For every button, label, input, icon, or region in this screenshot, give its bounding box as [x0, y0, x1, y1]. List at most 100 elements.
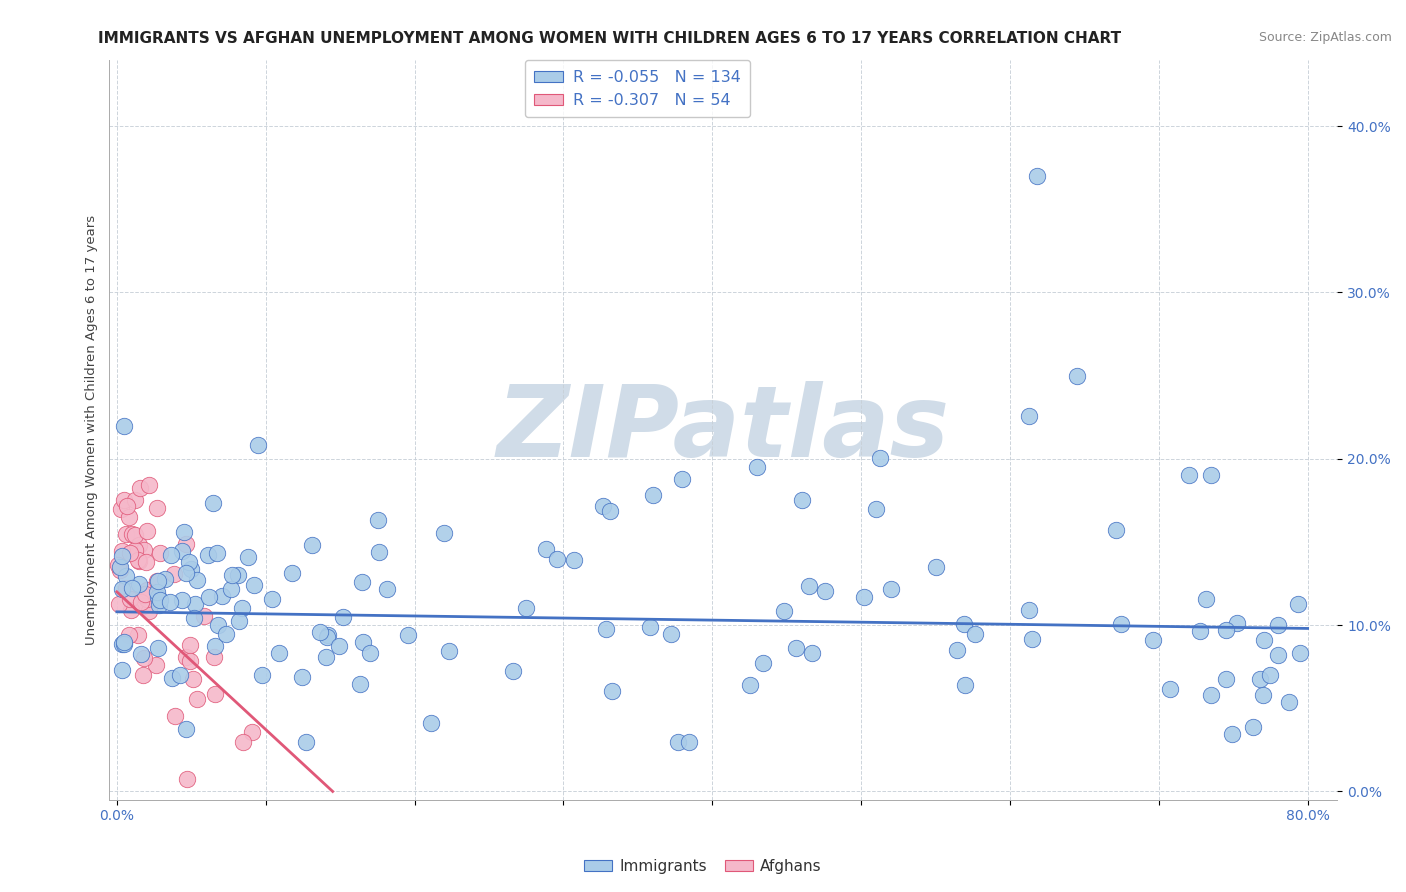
Point [801, 646, 824, 660]
Point [534, 541, 557, 556]
Point [281, 566, 304, 581]
Point [146, 585, 169, 599]
Point [595, 622, 617, 636]
Point [115, 582, 138, 596]
Point [328, 640, 350, 654]
Point [111, 544, 134, 558]
Point [204, 687, 226, 701]
Point [641, 488, 664, 502]
Point [396, 628, 419, 642]
Point [219, 582, 242, 596]
Point [350, 574, 373, 589]
Point [250, 668, 273, 682]
Point [671, 472, 693, 486]
Point [186, 573, 208, 587]
Point [121, 581, 143, 595]
Point [138, 604, 160, 618]
Point [146, 574, 169, 589]
Point [149, 545, 172, 559]
Point [110, 563, 132, 577]
Point [181, 672, 204, 686]
Point [246, 438, 269, 452]
Point [1215, 673, 1237, 687]
Point [180, 562, 202, 576]
Point [193, 608, 215, 623]
Text: Source: ZipAtlas.com: Source: ZipAtlas.com [1258, 31, 1392, 45]
Point [163, 709, 186, 723]
Point [204, 639, 226, 653]
Point [186, 692, 208, 706]
Point [159, 548, 181, 562]
Point [316, 628, 339, 642]
Point [375, 582, 398, 596]
Point [112, 493, 135, 508]
Point [666, 734, 689, 748]
Point [1021, 632, 1043, 647]
Legend: Immigrants, Afghans: Immigrants, Afghans [578, 853, 828, 880]
Point [1105, 523, 1128, 537]
Point [924, 560, 946, 574]
Point [131, 599, 153, 614]
Point [112, 418, 135, 433]
Point [120, 603, 142, 617]
Point [260, 591, 283, 606]
Point [1267, 617, 1289, 632]
Point [114, 637, 136, 651]
Point [599, 504, 621, 518]
Point [197, 590, 219, 604]
Point [1159, 682, 1181, 697]
Point [135, 524, 157, 538]
Point [132, 588, 155, 602]
Point [952, 617, 974, 632]
Point [772, 604, 794, 618]
Point [1018, 409, 1040, 424]
Point [107, 558, 129, 573]
Point [332, 609, 354, 624]
Point [177, 555, 200, 569]
Point [173, 524, 195, 539]
Point [176, 772, 198, 786]
Point [215, 627, 238, 641]
Point [1253, 633, 1275, 648]
Point [231, 600, 253, 615]
Point [290, 670, 312, 684]
Point [367, 513, 389, 527]
Point [1258, 667, 1281, 681]
Point [1189, 624, 1212, 638]
Point [240, 725, 263, 739]
Point [740, 678, 762, 692]
Point [869, 451, 891, 466]
Point [138, 478, 160, 492]
Legend: R = -0.055   N = 134, R = -0.307   N = 54: R = -0.055 N = 134, R = -0.307 N = 54 [524, 60, 751, 118]
Point [183, 610, 205, 624]
Point [745, 460, 768, 475]
Point [111, 582, 134, 596]
Point [118, 510, 141, 524]
Point [221, 568, 243, 582]
Point [153, 572, 176, 586]
Point [661, 627, 683, 641]
Point [946, 643, 969, 657]
Point [1288, 646, 1310, 660]
Point [128, 577, 150, 591]
Point [135, 583, 157, 598]
Point [174, 722, 197, 736]
Point [236, 549, 259, 564]
Point [146, 501, 169, 516]
Point [124, 493, 146, 508]
Point [349, 677, 371, 691]
Point [120, 546, 142, 560]
Point [128, 538, 150, 552]
Point [752, 657, 775, 671]
Y-axis label: Unemployment Among Women with Children Ages 6 to 17 years: Unemployment Among Women with Children A… [86, 215, 98, 645]
Point [1177, 468, 1199, 483]
Point [169, 668, 191, 682]
Point [242, 578, 264, 592]
Point [433, 526, 456, 541]
Point [207, 618, 229, 632]
Point [146, 590, 169, 604]
Point [955, 678, 977, 692]
Point [112, 635, 135, 649]
Point [308, 625, 330, 640]
Point [172, 544, 194, 558]
